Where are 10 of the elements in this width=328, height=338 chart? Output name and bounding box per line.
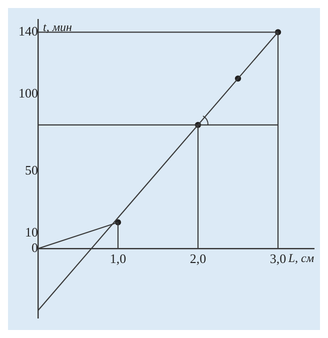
- y-tick-label: 10: [25, 224, 38, 240]
- y-tick-label: 140: [18, 24, 38, 39]
- x-tick-label: 1,0: [110, 250, 126, 266]
- y-tick-label: 0: [32, 240, 38, 256]
- y-tick-label: 100: [18, 85, 38, 100]
- y-axis-title: t, мин: [43, 20, 72, 34]
- x-tick-label: 2,0: [190, 250, 206, 266]
- x-axis-title: L, см: [287, 250, 314, 265]
- x-tick-label: 3,0: [270, 250, 286, 266]
- y-tick-label: 50: [25, 162, 38, 178]
